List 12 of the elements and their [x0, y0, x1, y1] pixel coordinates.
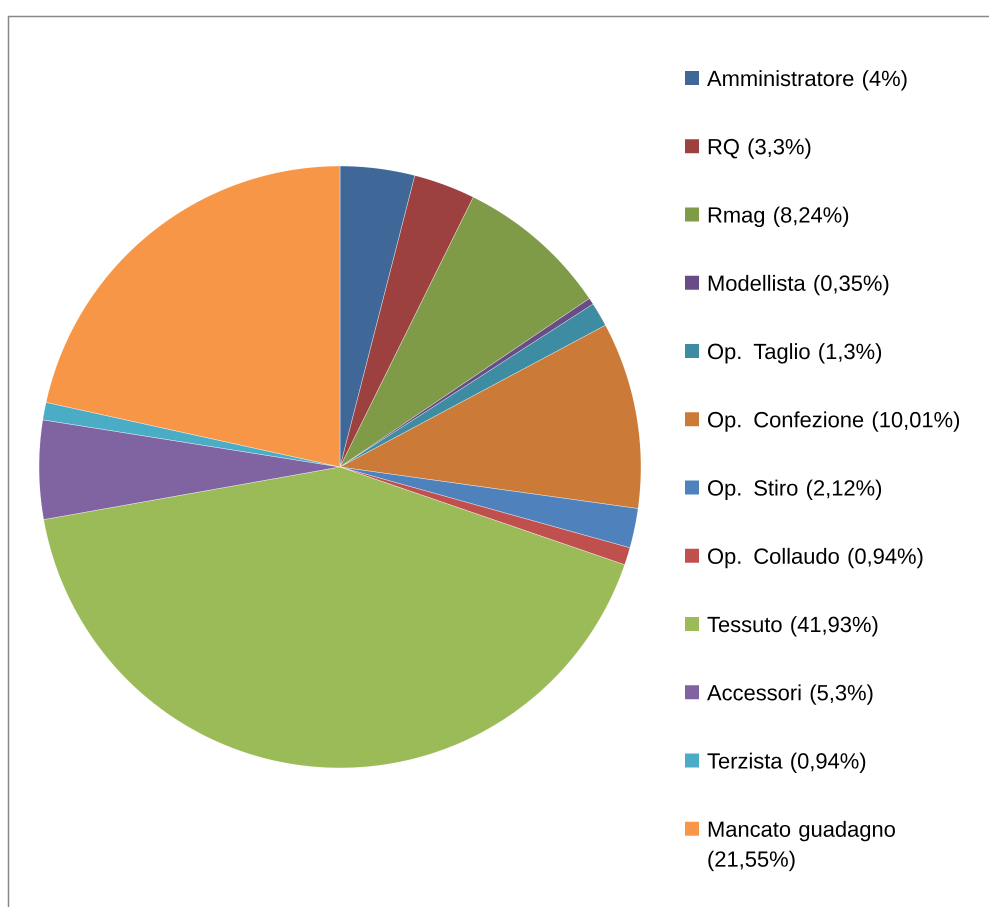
legend-label: Rmag (8,24%) — [708, 206, 848, 228]
legend-label: Op. Confezione (10,01%) — [708, 411, 960, 432]
legend-label: Op. Collaudo (0,94%) — [708, 548, 922, 568]
legend-label: Op. Stiro (2,12%) — [708, 480, 882, 500]
legend-label: Terzista (0,94%) — [708, 752, 866, 774]
legend-label: Amministratore (4%) — [707, 70, 907, 91]
legend-label: Modellista (0,35%) — [708, 274, 888, 296]
legend-label: Tessuto (41,93%) — [708, 616, 878, 637]
legend-label: Accessori (5,3%) — [707, 684, 872, 705]
legend-label: RQ (3,3%) — [708, 138, 810, 159]
legend-label: Op. Taglio (1,3%) — [708, 343, 882, 364]
legend-label: Mancato guadagno (21,55%) — [708, 820, 895, 872]
